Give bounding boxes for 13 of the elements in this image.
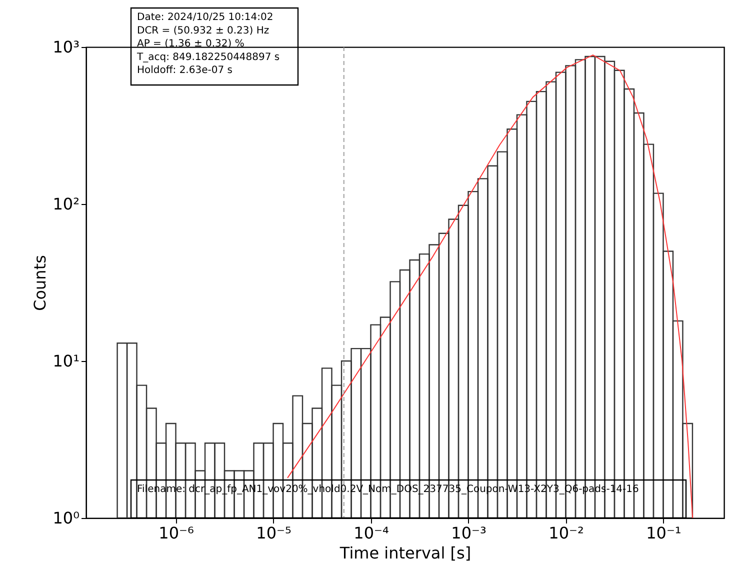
y-tick-label: 10⁰	[52, 508, 80, 528]
x-axis-title: Time interval [s]	[338, 544, 472, 562]
y-axis-title: Counts	[30, 255, 50, 311]
x-tick-label: 10⁻⁶	[158, 524, 194, 542]
y-tick-label: 10³	[52, 38, 80, 56]
y-tick-label: 10²	[52, 194, 80, 214]
x-tick-label: 10⁻¹	[646, 524, 682, 542]
x-tick-label: 10⁻³	[451, 524, 486, 542]
annotation: Date: 2024/10/25 10:14:02 DCR = (50.932 ± 0.23) Hz AP = (1.36 ± 0.32) % T_acq: 849.182250448897 s Holdoff: 2.63e-07 s	[136, 12, 280, 76]
x-tick-label: 10⁻⁵	[256, 524, 292, 542]
x-tick-label: 10⁻²	[548, 524, 584, 542]
x-tick-label: 10⁻⁴	[354, 524, 389, 542]
y-tick-label: 10¹	[52, 352, 80, 370]
